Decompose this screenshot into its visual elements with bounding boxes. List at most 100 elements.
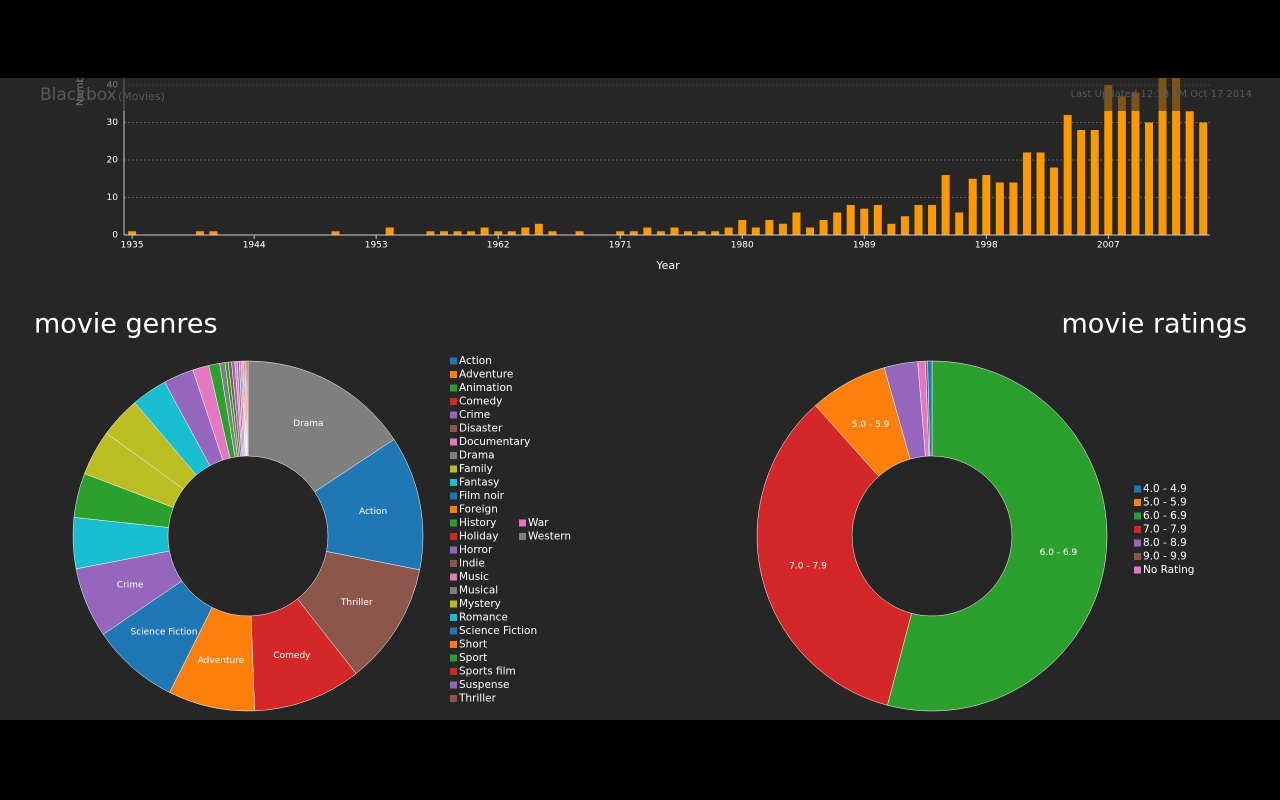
slice xyxy=(927,360,933,457)
bar xyxy=(968,178,977,235)
legend-swatch xyxy=(450,668,457,675)
bar xyxy=(684,231,693,235)
bar xyxy=(751,227,760,235)
bar xyxy=(1036,152,1045,235)
bar xyxy=(765,220,774,235)
header-bar xyxy=(0,78,1280,111)
legend-swatch xyxy=(1134,553,1141,560)
legend-label: Western xyxy=(528,531,571,543)
bar xyxy=(439,231,448,235)
bar xyxy=(982,175,991,235)
x-tick-label: 1998 xyxy=(975,241,998,251)
bar xyxy=(914,205,923,235)
legend-swatch xyxy=(1134,499,1141,506)
bar xyxy=(738,220,747,235)
legend-label: Science Fiction xyxy=(459,625,537,637)
legend-label: Thriller xyxy=(458,693,497,705)
bar xyxy=(697,231,706,235)
bar xyxy=(1050,167,1059,235)
bar xyxy=(616,231,625,235)
bar xyxy=(426,231,435,235)
app-title: Blackbox xyxy=(40,85,117,105)
slice-label: Comedy xyxy=(273,651,311,661)
bar xyxy=(575,231,584,235)
bar xyxy=(900,216,909,235)
legend-label: No Rating xyxy=(1143,564,1194,576)
bar xyxy=(711,231,720,235)
bar xyxy=(534,223,543,235)
bar xyxy=(846,205,855,235)
bar xyxy=(819,220,828,235)
chart-title: movie ratings xyxy=(1061,309,1247,340)
legend-swatch xyxy=(450,438,457,446)
legend-label: Fantasy xyxy=(459,477,499,489)
legend-label: Crime xyxy=(459,409,490,421)
legend-swatch xyxy=(450,492,457,500)
bar xyxy=(453,231,462,235)
last-updated: Last Updated 12:38 PM Oct 17 2014 xyxy=(1071,89,1252,100)
legend-label: 6.0 - 6.9 xyxy=(1143,510,1187,522)
legend-label: Mystery xyxy=(459,598,501,610)
legend-swatch xyxy=(450,560,457,567)
legend-label: Drama xyxy=(459,450,495,462)
legend-label: Short xyxy=(459,639,487,651)
slice xyxy=(247,360,395,493)
legend-label: 7.0 - 7.9 xyxy=(1143,524,1187,536)
legend-label: 5.0 - 5.9 xyxy=(1143,497,1187,509)
slice-label: Crime xyxy=(117,580,144,590)
legend-label: Action xyxy=(459,355,492,367)
legend-swatch xyxy=(450,357,457,365)
legend-label: Musical xyxy=(459,585,498,597)
slice-label: Adventure xyxy=(198,656,245,666)
bar xyxy=(331,231,340,235)
slice-label: Drama xyxy=(293,419,323,429)
legend-swatch xyxy=(450,641,457,648)
bar xyxy=(480,227,489,235)
legend-swatch xyxy=(450,411,457,419)
legend-label: 4.0 - 4.9 xyxy=(1143,483,1187,495)
legend-label: Suspense xyxy=(459,679,510,691)
legend-label: Sport xyxy=(459,652,487,664)
bar xyxy=(521,227,530,235)
legend-swatch xyxy=(1134,485,1141,493)
bar xyxy=(995,182,1004,235)
legend-label: Foreign xyxy=(459,504,498,516)
bar xyxy=(873,205,882,235)
bar xyxy=(670,227,679,235)
legend-swatch xyxy=(450,573,457,581)
x-tick-label: 1980 xyxy=(731,241,754,251)
bar xyxy=(494,231,503,235)
bar xyxy=(833,212,842,235)
bar xyxy=(1104,85,1113,235)
bar xyxy=(1131,92,1140,235)
y-tick-label: 30 xyxy=(107,118,119,128)
bar xyxy=(1144,122,1153,235)
legend-label: History xyxy=(459,517,496,529)
legend-label: Indie xyxy=(459,558,485,570)
x-tick-label: 1944 xyxy=(243,241,266,251)
slice-label: Action xyxy=(359,507,387,517)
legend-swatch xyxy=(450,384,457,392)
legend-swatch xyxy=(450,398,457,405)
y-tick-label: 0 xyxy=(112,231,118,241)
legend-swatch xyxy=(1134,526,1141,533)
bar xyxy=(1077,130,1086,235)
legend-label: Documentary xyxy=(459,436,530,448)
x-tick-label: 1989 xyxy=(853,241,876,251)
legend-label: Horror xyxy=(459,544,493,556)
bar xyxy=(629,231,638,235)
bar xyxy=(467,231,476,235)
x-tick-label: 1971 xyxy=(609,241,632,251)
legend-label: Disaster xyxy=(459,423,503,435)
bar xyxy=(1158,73,1167,235)
legend-label: Adventure xyxy=(459,369,513,381)
bar xyxy=(778,223,787,235)
legend-label: 8.0 - 8.9 xyxy=(1143,537,1187,549)
bar xyxy=(385,227,394,235)
legend-swatch xyxy=(450,479,457,486)
legend-label: Romance xyxy=(459,612,508,624)
bar xyxy=(928,205,937,235)
bar xyxy=(1117,96,1126,235)
